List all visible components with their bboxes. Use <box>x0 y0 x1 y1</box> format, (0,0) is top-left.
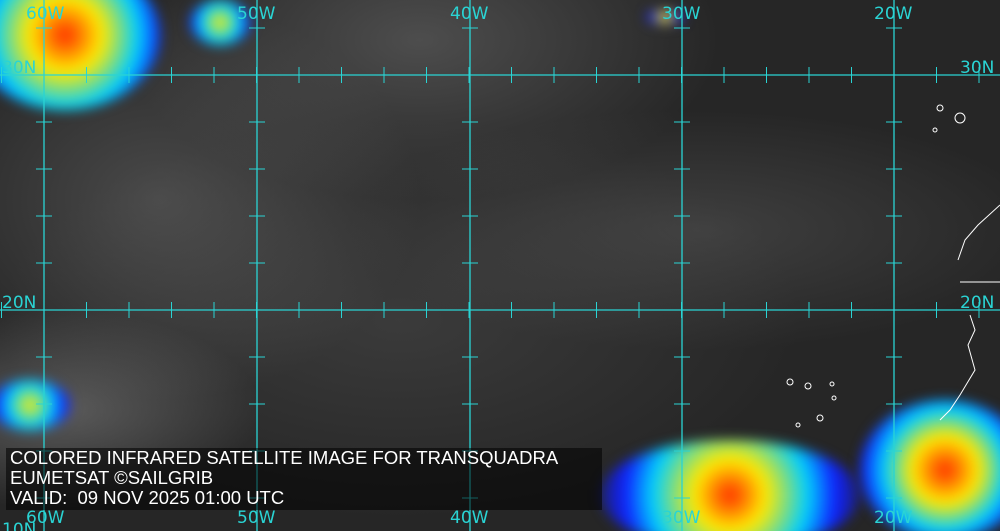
cloud-cluster-30w <box>645 10 685 24</box>
lon-label-50w-top: 50W <box>237 4 276 24</box>
lat-label-20n-right: 20N <box>960 293 995 313</box>
caption-title: COLORED INFRARED SATELLITE IMAGE FOR TRA… <box>10 447 559 468</box>
lon-label-40w-bottom: 40W <box>450 508 489 528</box>
grid-ticks <box>1 27 980 499</box>
lat-label-10n-left: 10N <box>2 520 37 531</box>
coastlines <box>786 104 1000 428</box>
cloud-cluster-se1 <box>600 440 860 531</box>
cloud-cluster-se2 <box>860 400 1000 531</box>
lat-label-30n-left: 30N <box>2 58 37 78</box>
lon-label-20w-top: 20W <box>874 4 913 24</box>
lat-label-20n-left: 20N <box>2 293 37 313</box>
lat-label-30n-right: 30N <box>960 58 995 78</box>
caption-credit: EUMETSAT ©SAILGRIB <box>10 467 214 488</box>
caption-valid-time: VALID: 09 NOV 2025 01:00 UTC <box>10 487 285 508</box>
lon-label-30w-bottom: 30W <box>662 508 701 528</box>
lon-label-60w-top: 60W <box>26 4 65 24</box>
lon-label-50w-bottom: 50W <box>237 508 276 528</box>
lon-label-30w-top: 30W <box>662 4 701 24</box>
caption-box: COLORED INFRARED SATELLITE IMAGE FOR TRA… <box>6 448 602 510</box>
cloud-cluster-w <box>0 380 70 430</box>
lon-label-20w-bottom: 20W <box>874 508 913 528</box>
lon-label-60w-bottom: 60W <box>26 508 65 528</box>
lon-label-40w-top: 40W <box>450 4 489 24</box>
cloud-cluster-n <box>190 0 250 45</box>
